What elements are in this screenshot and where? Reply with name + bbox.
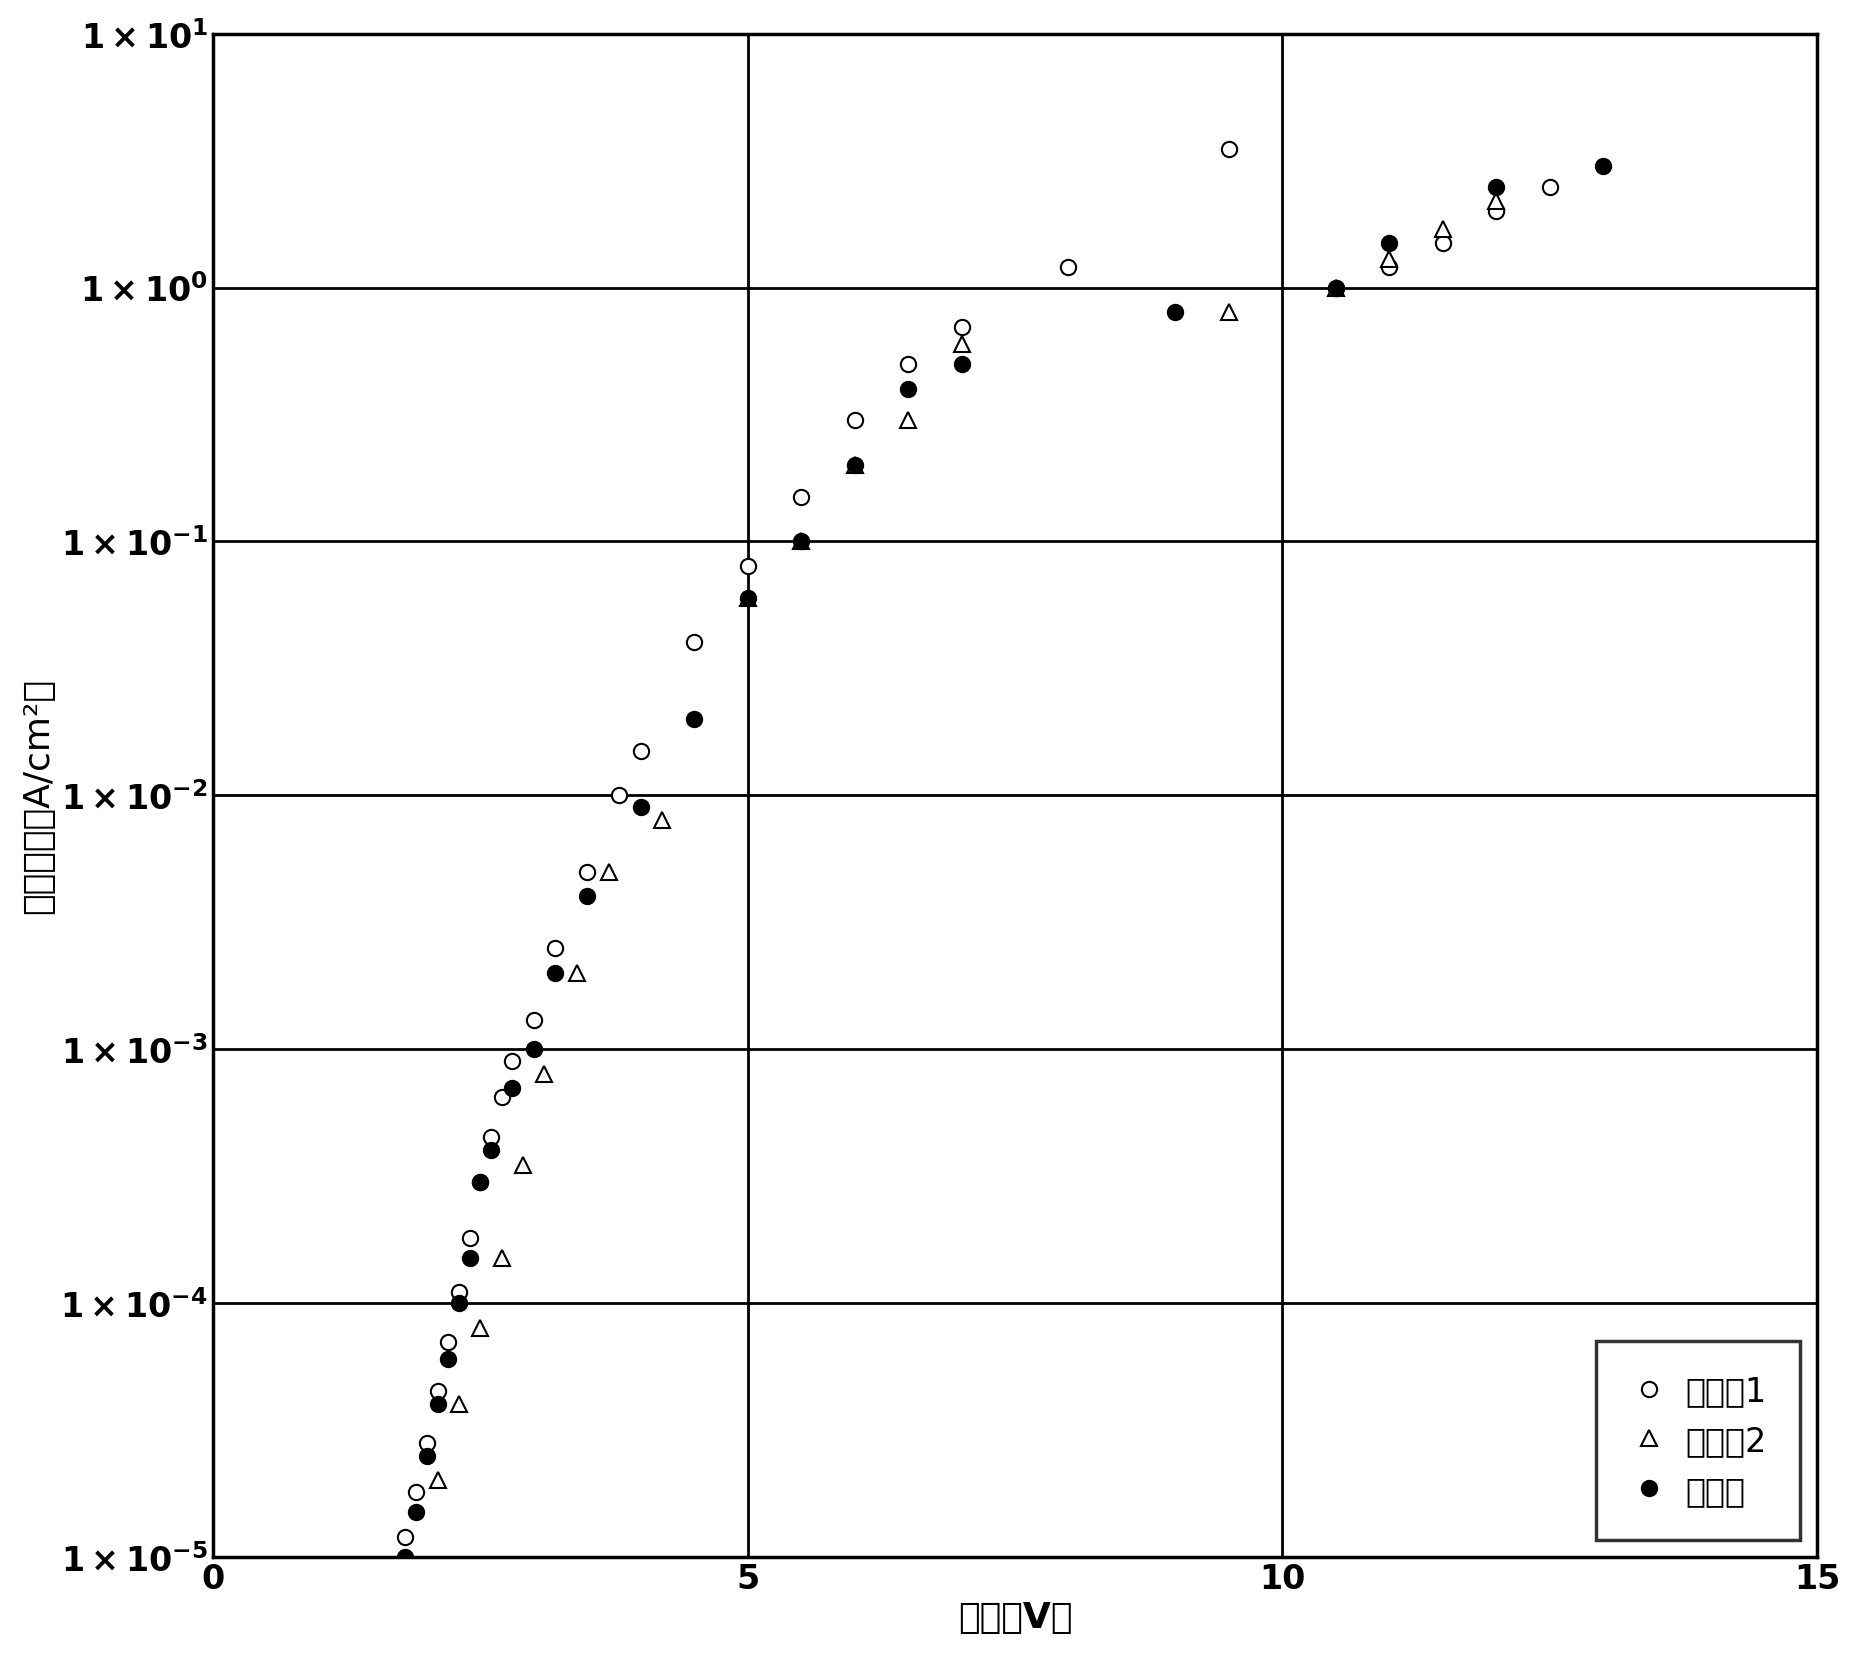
实施例1 [1485, 202, 1507, 222]
Line: 比较例: 比较例 [398, 161, 1612, 1564]
实施例1 [458, 1228, 480, 1248]
比较例 [523, 1039, 545, 1059]
实施例2 [737, 589, 759, 609]
实施例1 [543, 938, 566, 958]
实施例1 [1325, 278, 1347, 298]
Y-axis label: 电流密度（A/cm²）: 电流密度（A/cm²） [20, 679, 54, 914]
实施例1 [415, 1433, 437, 1453]
比较例 [406, 1503, 428, 1523]
实施例2 [534, 1064, 556, 1084]
实施例1 [1379, 258, 1401, 278]
实施例1 [437, 1332, 460, 1352]
比较例 [1591, 157, 1613, 177]
实施例2 [566, 963, 588, 983]
实施例2 [897, 410, 919, 430]
Line: 实施例2: 实施例2 [430, 194, 1504, 1488]
比较例 [1165, 303, 1187, 323]
实施例2 [1431, 220, 1453, 240]
比较例 [897, 379, 919, 399]
比较例 [1325, 278, 1347, 298]
实施例1 [395, 1528, 417, 1547]
比较例 [501, 1079, 523, 1099]
实施例2 [597, 862, 620, 882]
实施例2 [843, 455, 865, 475]
实施例2 [512, 1155, 534, 1175]
比较例 [426, 1394, 449, 1413]
实施例1 [609, 786, 631, 806]
实施例1 [1431, 233, 1453, 253]
比较例 [737, 589, 759, 609]
实施例2 [951, 334, 973, 354]
实施例1 [480, 1127, 502, 1147]
实施例1 [683, 634, 705, 654]
比较例 [395, 1547, 417, 1567]
比较例 [951, 354, 973, 374]
比较例 [1485, 177, 1507, 197]
Legend: 实施例1, 实施例2, 比较例: 实施例1, 实施例2, 比较例 [1595, 1341, 1800, 1541]
比较例 [449, 1293, 471, 1312]
实施例2 [789, 533, 811, 553]
比较例 [437, 1349, 460, 1369]
实施例1 [629, 741, 651, 761]
实施例2 [469, 1317, 491, 1337]
比较例 [1379, 233, 1401, 253]
比较例 [415, 1446, 437, 1466]
比较例 [480, 1140, 502, 1160]
比较例 [543, 963, 566, 983]
比较例 [683, 710, 705, 730]
实施例1 [737, 556, 759, 576]
比较例 [458, 1248, 480, 1268]
比较例 [469, 1172, 491, 1192]
实施例2 [491, 1248, 514, 1268]
实施例2 [1379, 250, 1401, 270]
实施例1 [577, 862, 599, 882]
实施例2 [1485, 192, 1507, 212]
实施例1 [523, 1011, 545, 1031]
实施例1 [897, 354, 919, 374]
实施例2 [1325, 278, 1347, 298]
实施例1 [501, 1051, 523, 1071]
实施例2 [426, 1471, 449, 1491]
实施例1 [1217, 141, 1239, 161]
实施例1 [951, 318, 973, 338]
实施例1 [406, 1483, 428, 1503]
实施例1 [491, 1087, 514, 1107]
比较例 [843, 455, 865, 475]
Line: 实施例1: 实施例1 [398, 142, 1558, 1544]
实施例1 [789, 488, 811, 508]
比较例 [629, 798, 651, 818]
比较例 [577, 887, 599, 907]
实施例1 [843, 410, 865, 430]
实施例1 [1057, 258, 1079, 278]
实施例2 [651, 811, 674, 831]
实施例1 [426, 1382, 449, 1402]
实施例2 [1217, 303, 1239, 323]
比较例 [789, 533, 811, 553]
实施例1 [1539, 177, 1561, 197]
实施例2 [449, 1394, 471, 1413]
X-axis label: 电压（V）: 电压（V） [958, 1600, 1072, 1633]
实施例1 [469, 1172, 491, 1192]
实施例1 [449, 1283, 471, 1302]
